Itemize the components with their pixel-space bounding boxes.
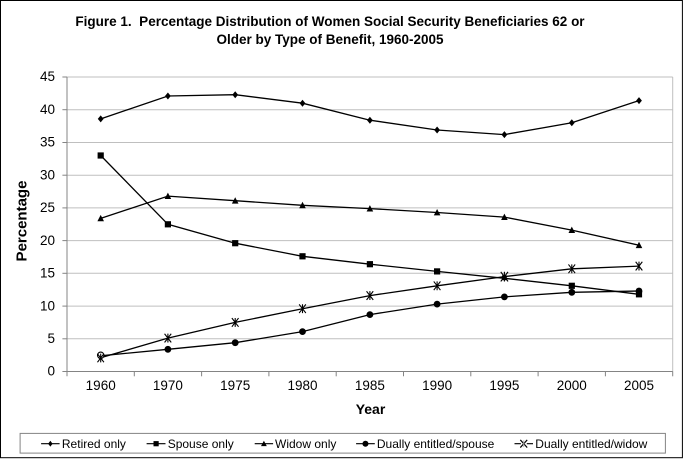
svg-text:Year: Year [356, 401, 386, 417]
svg-text:10: 10 [40, 298, 55, 313]
svg-text:Widow only: Widow only [275, 437, 336, 451]
svg-text:1985: 1985 [355, 378, 385, 393]
svg-text:25: 25 [40, 200, 55, 215]
svg-text:1960: 1960 [86, 378, 116, 393]
svg-text:Spouse only: Spouse only [168, 437, 234, 451]
svg-text:45: 45 [40, 69, 55, 84]
svg-text:20: 20 [40, 233, 55, 248]
svg-text:Percentage: Percentage [14, 181, 31, 262]
svg-text:1980: 1980 [287, 378, 317, 393]
svg-text:2000: 2000 [557, 378, 587, 393]
svg-text:Dually entitled/widow: Dually entitled/widow [535, 437, 647, 451]
svg-text:30: 30 [40, 167, 55, 182]
svg-text:Dually entitled/spouse: Dually entitled/spouse [377, 437, 495, 451]
svg-text:1995: 1995 [489, 378, 519, 393]
svg-text:5: 5 [47, 331, 55, 346]
svg-text:Figure 1. Percentage Distribu: Figure 1. Percentage Distribution of Wom… [75, 14, 585, 29]
svg-text:15: 15 [40, 266, 55, 281]
svg-text:Older by Type of Benefit, 1960: Older by Type of Benefit, 1960-2005 [216, 32, 444, 47]
svg-text:35: 35 [40, 135, 55, 150]
svg-text:40: 40 [40, 102, 55, 117]
svg-text:0: 0 [47, 364, 55, 379]
svg-text:Retired only: Retired only [62, 437, 126, 451]
svg-text:1990: 1990 [422, 378, 452, 393]
svg-text:1975: 1975 [220, 378, 250, 393]
svg-text:2005: 2005 [624, 378, 654, 393]
svg-text:1970: 1970 [153, 378, 183, 393]
